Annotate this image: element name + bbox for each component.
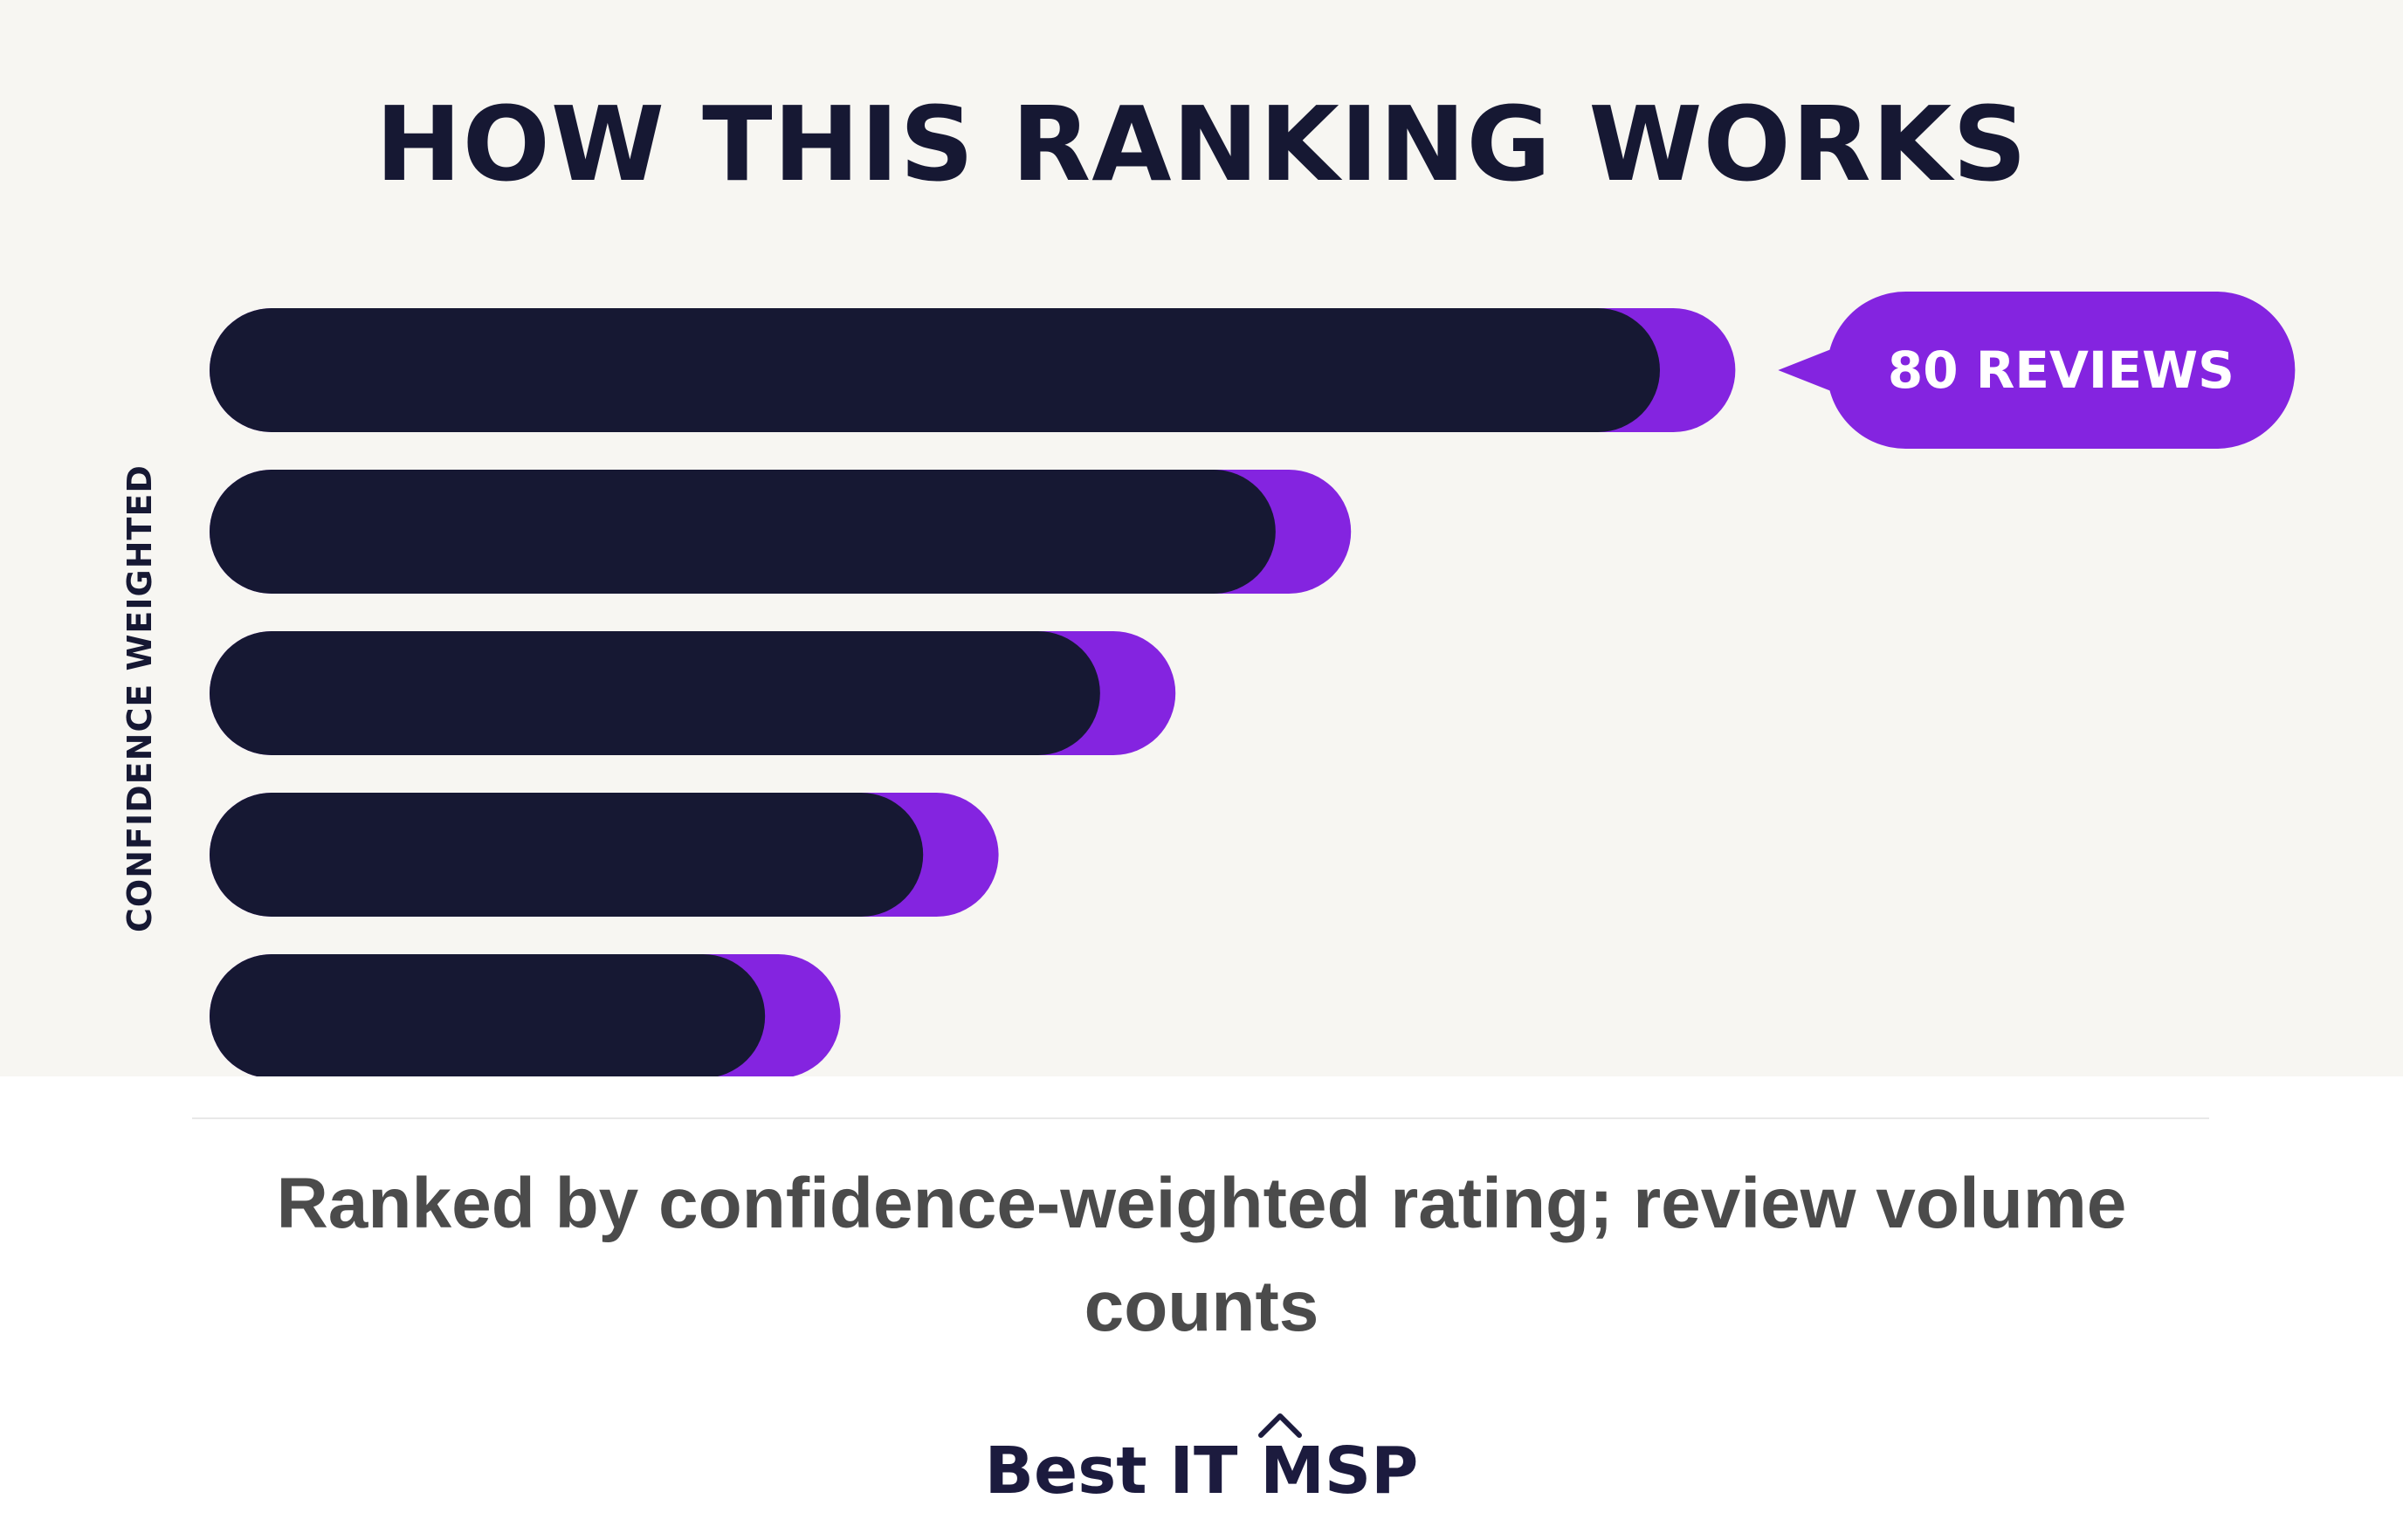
callout-label: 80 REVIEWS	[1888, 340, 2234, 400]
bar-main-1	[210, 308, 1660, 432]
chart-title: HOW THIS RANKING WORKS	[375, 84, 2028, 204]
bar-5	[210, 954, 841, 1076]
bar-main-4	[210, 793, 924, 917]
ranking-description: Ranked by confidence-weighted rating; re…	[276, 1164, 2127, 1346]
bar-main-3	[210, 631, 1100, 755]
bar-chart: 80 REVIEWS	[210, 292, 2296, 1076]
brand-name: Best IT MSP	[984, 1433, 1419, 1509]
callout-bubble	[1827, 292, 2296, 449]
brand-logo: Best IT MSP	[0, 1413, 2403, 1510]
bar-4	[210, 793, 999, 917]
caret-icon	[1258, 1413, 1302, 1438]
annotation-callout: 80 REVIEWS	[1778, 292, 2296, 449]
bar-2	[210, 470, 1352, 594]
divider	[192, 1117, 2209, 1119]
bar-3	[210, 631, 1176, 755]
bar-1	[210, 308, 1736, 432]
callout-pointer	[1778, 340, 1854, 400]
bar-main-2	[210, 470, 1276, 594]
bar-main-5	[210, 954, 766, 1076]
